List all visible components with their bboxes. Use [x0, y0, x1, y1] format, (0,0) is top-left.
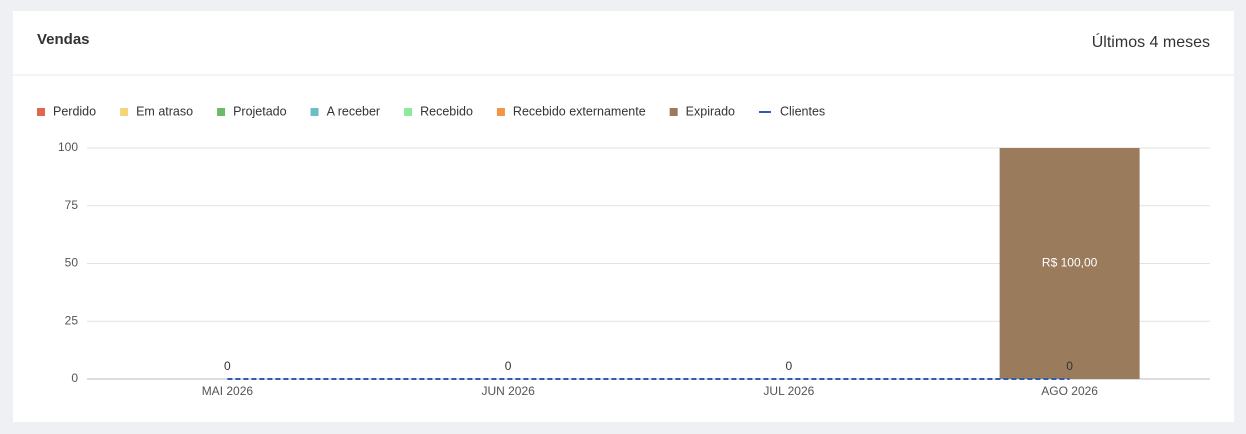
- bar-value-label: R$ 100,00: [1042, 256, 1098, 270]
- legend-label[interactable]: Recebido: [420, 104, 473, 118]
- legend-swatch[interactable]: [404, 108, 413, 116]
- card-title: Vendas: [37, 31, 90, 48]
- legend-label[interactable]: Em atraso: [136, 104, 193, 118]
- line-value-label: 0: [786, 359, 793, 373]
- legend-swatch[interactable]: [310, 108, 319, 116]
- y-tick-label: 100: [58, 140, 78, 154]
- x-tick-label: MAI 2026: [202, 384, 254, 398]
- legend-swatch[interactable]: [669, 108, 678, 116]
- y-tick-label: 75: [65, 198, 79, 212]
- legend-label[interactable]: Clientes: [780, 104, 825, 118]
- x-tick-label: JUN 2026: [481, 384, 535, 398]
- line-value-label: 0: [1066, 359, 1073, 373]
- line-value-label: 0: [505, 359, 512, 373]
- legend-swatch[interactable]: [120, 108, 129, 116]
- legend-swatch[interactable]: [37, 108, 45, 116]
- y-tick-label: 50: [65, 256, 79, 270]
- y-tick-label: 0: [71, 371, 78, 385]
- legend-label[interactable]: Perdido: [53, 104, 96, 118]
- legend-label[interactable]: Recebido externamente: [513, 104, 646, 118]
- legend-swatch[interactable]: [217, 108, 226, 116]
- x-tick-label: AGO 2026: [1041, 384, 1098, 398]
- legend-label[interactable]: Expirado: [686, 104, 735, 118]
- legend-label[interactable]: A receber: [327, 104, 381, 118]
- period-selector[interactable]: Últimos 4 meses: [1092, 32, 1210, 51]
- legend-label[interactable]: Projetado: [233, 104, 287, 118]
- legend-swatch[interactable]: [496, 108, 505, 116]
- y-tick-label: 25: [65, 313, 79, 327]
- line-value-label: 0: [224, 359, 231, 373]
- x-tick-label: JUL 2026: [763, 384, 814, 398]
- bar: [999, 148, 1140, 379]
